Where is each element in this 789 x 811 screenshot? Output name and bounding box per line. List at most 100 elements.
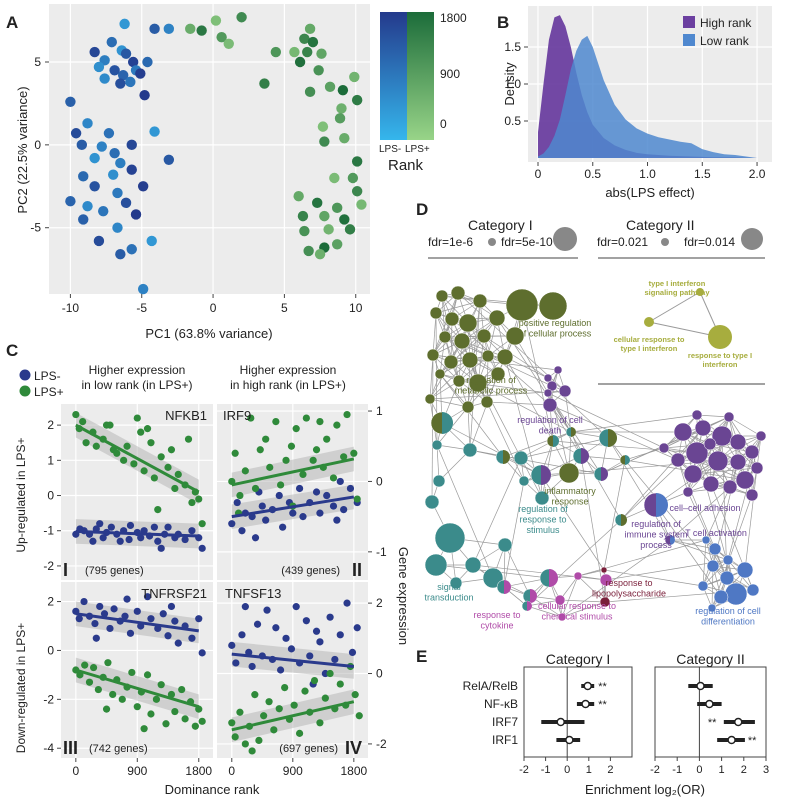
expr-point-lps-minus [262,516,270,524]
expr-point-lps-minus [353,624,361,632]
pca-point-lps-plus [339,214,350,225]
pca-point-lps-plus [356,199,367,210]
network-node [706,559,720,573]
expr-point-lps-minus [174,639,182,647]
pca-point-lps-plus [339,133,350,144]
network-node-half [656,493,668,517]
row-label-up: Up-regulated in LPS+ [14,437,28,552]
pca-point-lps-plus [210,15,222,26]
legend-title-rank: Rank [388,157,424,174]
pca-point-lps-plus [351,156,363,167]
pca-point-lps-minus [149,23,160,35]
expr-point-lps-minus [157,544,165,552]
network-node [538,291,568,321]
expr-point-lps-minus [126,521,135,530]
sig-marker: ** [598,699,607,711]
pca-point-lps-plus [270,46,282,58]
category-2-title: Category II [626,217,694,233]
expr-point-lps-plus [152,695,161,703]
expr-point-lps-plus [113,449,121,457]
expr-point-lps-minus [251,534,260,542]
expr-point-lps-plus [198,520,206,528]
network-edge [705,486,731,541]
network-edge [603,459,626,571]
network-edge [504,544,531,597]
network-edge [526,605,563,618]
network-node [691,409,703,421]
expr-point-lps-plus [270,726,278,734]
panel-a-xtick-label: -5 [136,301,147,315]
pca-point-lps-minus [127,56,139,68]
expr-point-lps-minus [326,613,334,621]
enrichment-xtick-label: 1 [586,764,592,776]
pca-point-lps-minus [112,187,123,199]
enrichment-xtick-label: 0 [696,764,702,776]
network-node [444,311,460,327]
panel-e: RelA/RelB NF-κB IRF7 IRF1 Category I ** ** -2 -1… [463,651,769,797]
pca-point-lps-plus [347,172,359,184]
pca-point-lps-minus [146,235,157,247]
expr-point-lps-minus [238,527,246,535]
pca-point-lps-plus [349,71,360,83]
left-ytick-label: -4 [43,741,54,755]
expr-point-lps-minus [106,624,114,633]
expr-point-lps-plus [133,414,141,422]
expr-point-lps-plus [184,435,193,443]
expr-point-lps-plus [154,506,162,514]
legend-lps-plus-dot [19,385,31,397]
network-edge [561,601,606,618]
network-node [518,475,530,487]
network-node [724,582,748,606]
expr-point-lps-plus [340,453,348,461]
label-response_lps: response to lipopolysaccharide [592,578,666,599]
label-positive_regulation: positive regulation of cellular process [519,318,592,339]
pca-point-lps-minus [78,214,89,225]
panel-a-xticks: -10 -5 0 5 10 [62,294,363,315]
expr-point-lps-minus [123,595,131,603]
expr-point-lps-plus [147,439,155,447]
expr-point-lps-plus [181,715,189,723]
legend-lps-minus-dot [19,369,31,381]
network-edge [728,416,762,437]
expr-point-lps-plus [355,712,363,720]
panel-b-ytick-label: 0.5 [504,114,521,128]
right-ytick-label: 2 [376,596,383,610]
expr-point-lps-minus [107,523,115,531]
panel-d-label: D [416,200,428,219]
or-point [581,699,590,709]
network-edge [520,437,609,459]
panel-d: Category I fdr=1e-6 fdr=5e-10 Category I… [424,217,767,631]
network-node-half [601,467,608,481]
pca-point-lps-plus [313,65,324,76]
expr-point-lps-plus [157,453,165,461]
expr-point-lps-plus [143,671,152,679]
pca-point-lps-minus [135,68,146,79]
network-node [497,537,513,553]
cat2-fdr-high-circle [741,228,763,250]
network-node [599,596,611,608]
network-edge [432,312,437,356]
pca-point-lps-minus [103,128,115,139]
network-node-half [503,450,510,464]
network-edge [702,559,729,587]
expr-point-lps-plus [241,740,249,748]
network-edge [432,292,459,356]
pca-point-lps-plus [216,31,227,43]
enrichment-xtick-label: -2 [650,764,660,776]
expr-point-lps-minus [277,666,285,674]
panel-b-xticks: 0 0.5 1.0 1.5 2.0 [535,162,766,181]
network-node [723,411,735,423]
fit-line-lps-plus [231,457,355,487]
network-node [490,366,506,382]
fit-line-lps-plus [231,700,355,732]
network-node [694,419,712,437]
pca-point-lps-minus [117,70,129,81]
label-regulation_stimulus: regulation of response to stimulus [518,504,568,535]
gene-count: (795 genes) [85,565,144,577]
expr-point-lps-plus [256,446,264,454]
network-node [458,313,478,333]
pca-point-lps-minus [142,56,153,68]
enrichment-panel-frame [523,666,633,758]
fit-line-lps-minus [75,612,199,633]
panel-a-xtick-label: -10 [62,301,80,315]
